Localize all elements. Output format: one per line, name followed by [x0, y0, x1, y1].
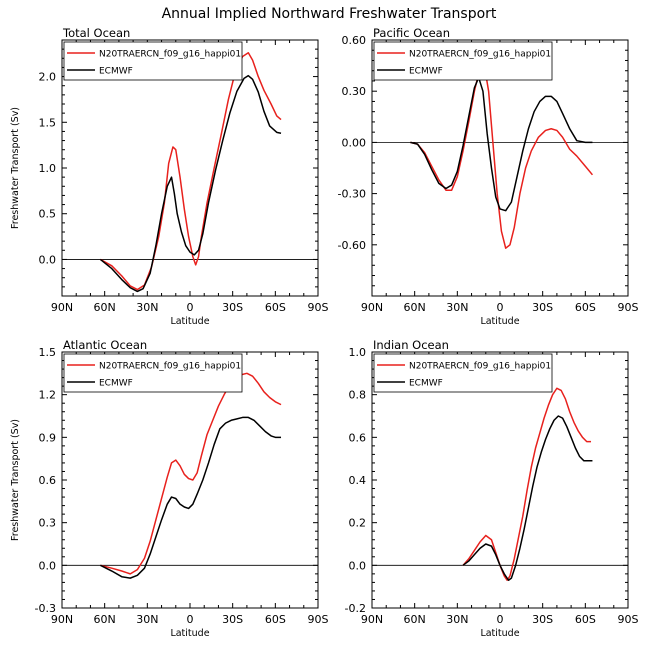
x-tick-label: 0: [497, 613, 504, 626]
legend-label: ECMWF: [409, 67, 443, 77]
legend-label: ECMWF: [409, 379, 443, 389]
legend-label: N20TRAERCN_f09_g16_happi01: [99, 50, 241, 60]
x-tick-label: 30S: [222, 613, 243, 626]
x-tick-label: 60S: [265, 301, 286, 314]
legend-label: N20TRAERCN_f09_g16_happi01: [409, 362, 551, 372]
y-axis-label: Freshwater Transport (Sv): [10, 419, 21, 541]
x-tick-label: 60N: [94, 613, 116, 626]
x-axis-label: Latitude: [170, 316, 209, 327]
series-line-ecmwf: [100, 416, 282, 579]
y-tick-label: 1.5: [39, 346, 57, 359]
series-line-ecmwf: [99, 74, 282, 293]
panel-total-ocean: Total Ocean 90N 60N 30N 0 30S 60S 90S 0.0 0.5 1.0 1…: [10, 26, 329, 327]
x-tick-label: 30S: [222, 301, 243, 314]
y-tick-label: 1.2: [39, 389, 57, 402]
y-tick-label: 0.4: [349, 474, 367, 487]
y-tick-label: 0.5: [39, 208, 57, 221]
panel-title: Atlantic Ocean: [63, 338, 147, 352]
y-tick-label: -0.3: [35, 602, 56, 615]
series-line-n20traercn-f09-g16-happi01: [100, 52, 282, 291]
y-tick-label: 0.9: [39, 431, 57, 444]
y-tick-label: 0.0: [39, 253, 57, 266]
y-tick-label: 0.2: [349, 517, 367, 530]
y-tick-label: -0.2: [345, 602, 366, 615]
y-tick-label: 0.60: [342, 34, 367, 47]
x-tick-label: 90S: [618, 301, 639, 314]
panel-atlantic-ocean: Atlantic Ocean 90N 60N 30N 0 30S 60S 90S -0.3 0.0…: [10, 338, 329, 639]
legend-box: [63, 41, 243, 81]
y-tick-label: 2.0: [39, 71, 57, 84]
y-tick-label: 0.6: [39, 474, 57, 487]
x-tick-label: 90N: [51, 613, 73, 626]
y-tick-label: 0.0: [349, 559, 367, 572]
x-axis-label: Latitude: [480, 628, 519, 639]
x-tick-label: 30S: [532, 301, 553, 314]
legend-label: ECMWF: [99, 379, 133, 389]
x-tick-label: 90N: [51, 301, 73, 314]
x-tick-label: 0: [497, 301, 504, 314]
x-axis-label: Latitude: [480, 316, 519, 327]
series-line-ecmwf: [462, 415, 593, 582]
x-axis-label: Latitude: [170, 628, 209, 639]
y-tick-label: 0.30: [342, 85, 367, 98]
panel-title: Total Ocean: [62, 26, 130, 40]
x-tick-label: 60N: [404, 613, 426, 626]
x-tick-label: 60S: [575, 613, 596, 626]
y-tick-label: 0.6: [349, 431, 367, 444]
panel-indian-ocean: Indian Ocean 90N 60N 30N 0 30S 60S 90S -0.2 0.0 0.…: [345, 338, 639, 639]
x-tick-label: 60N: [404, 301, 426, 314]
figure-title: Annual Implied Northward Freshwater Tran…: [162, 6, 497, 22]
x-tick-label: 90S: [618, 613, 639, 626]
series-line-ecmwf: [410, 76, 593, 212]
plot-frame: [61, 39, 319, 297]
panel-title: Pacific Ocean: [373, 26, 450, 40]
x-tick-label: 30N: [446, 301, 468, 314]
y-tick-label: 0.3: [39, 517, 57, 530]
panel-pacific-ocean: Pacific Ocean 90N 60N 30N 0 30S 60S 90S -0.60 -0.…: [338, 26, 639, 327]
x-tick-label: 90N: [361, 301, 383, 314]
y-tick-label: 1.0: [39, 162, 57, 175]
series-line-n20traercn-f09-g16-happi01: [462, 387, 592, 582]
y-tick-label: -0.60: [338, 239, 366, 252]
legend-box: [373, 353, 553, 393]
legend-label: N20TRAERCN_f09_g16_happi01: [99, 362, 241, 372]
x-tick-label: 30S: [532, 613, 553, 626]
x-tick-label: 60S: [575, 301, 596, 314]
plot-frame: [371, 351, 629, 609]
y-tick-label: 1.5: [39, 116, 57, 129]
x-tick-label: 0: [187, 613, 194, 626]
x-tick-label: 0: [187, 301, 194, 314]
legend-box: [373, 41, 553, 81]
series-line-n20traercn-f09-g16-happi01: [410, 64, 594, 249]
panel-title: Indian Ocean: [373, 338, 449, 352]
legend-box: [63, 353, 243, 393]
x-tick-label: 90S: [308, 613, 329, 626]
x-tick-label: 60N: [94, 301, 116, 314]
y-tick-label: 0.8: [349, 389, 367, 402]
y-tick-label: 1.0: [349, 346, 367, 359]
x-tick-label: 30N: [446, 613, 468, 626]
x-tick-label: 90N: [361, 613, 383, 626]
x-tick-label: 30N: [136, 613, 158, 626]
plot-frame: [371, 39, 629, 297]
x-tick-label: 90S: [308, 301, 329, 314]
legend-label: N20TRAERCN_f09_g16_happi01: [409, 50, 551, 60]
y-tick-label: 0.00: [342, 136, 367, 149]
x-tick-label: 30N: [136, 301, 158, 314]
series-line-n20traercn-f09-g16-happi01: [100, 372, 282, 575]
x-tick-label: 60S: [265, 613, 286, 626]
y-axis-label: Freshwater Transport (Sv): [10, 107, 21, 229]
y-tick-label: 0.0: [39, 559, 57, 572]
plot-frame: [61, 351, 319, 609]
y-tick-label: -0.30: [338, 188, 366, 201]
legend-label: ECMWF: [99, 67, 133, 77]
